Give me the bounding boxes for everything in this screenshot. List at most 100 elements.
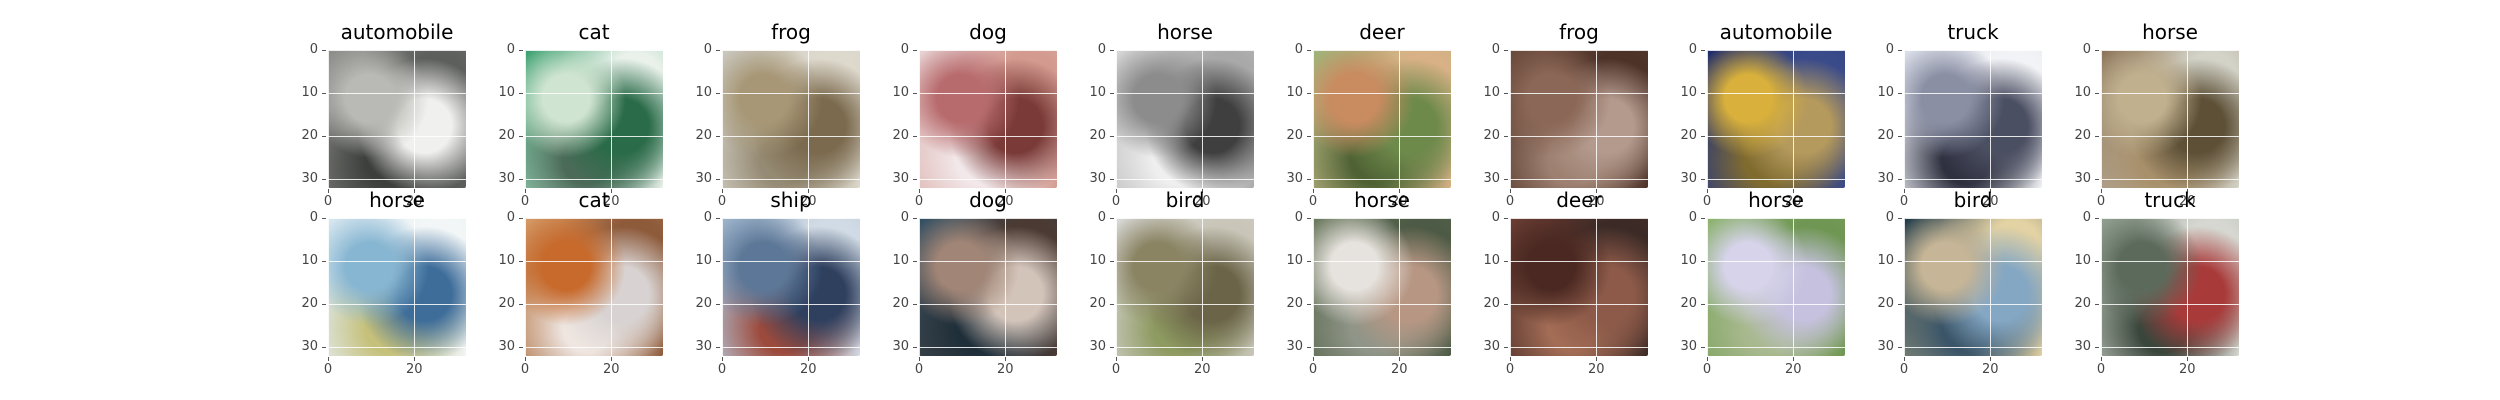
y-tick-label: 20 [498,296,515,312]
x-tick-mark [525,357,526,361]
gridline-horizontal [722,136,860,138]
panel-title: horse [1354,188,1410,212]
gridline-horizontal [919,93,1057,95]
x-tick-label: 20 [1193,362,1211,377]
x-tick-label: 0 [2096,362,2106,377]
y-tick-label: 30 [1089,171,1106,187]
y-tick-mark [519,261,523,263]
gridline-vertical [611,218,613,356]
image-panel: dog 0 10 20 30 0 20 [892,188,1057,377]
x-tick-mark [525,189,526,193]
x-tick-label: 20 [1981,194,1999,209]
x-tick-label: 0 [914,194,924,209]
image-panel: ship 0 10 20 30 0 20 [695,188,860,377]
y-tick-label: 20 [1877,128,1894,144]
y-tick-label: 0 [703,210,712,225]
thumbnail-image [1116,50,1254,188]
gridline-horizontal [1904,218,2042,219]
y-tick-mark [1898,93,1902,95]
gridline-vertical [611,50,613,188]
x-tick-label: 20 [2178,194,2196,209]
y-tick-label: 20 [2074,128,2091,144]
panel-title: horse [2142,20,2198,44]
gridline-horizontal [1313,347,1451,349]
x-tick-mark [1005,189,1007,193]
x-tick-mark [1596,357,1598,361]
y-tick-label: 30 [1286,171,1303,187]
gridline-horizontal [1116,179,1254,181]
y-tick-label: 10 [1286,85,1303,101]
gridline-vertical [525,218,526,356]
x-tick-label: 0 [1505,194,1515,209]
y-tick-label: 0 [2082,42,2091,57]
x-tick-mark [1596,189,1598,193]
thumbnail-image [919,218,1057,356]
y-tick-label: 0 [703,42,712,57]
x-tick-label: 0 [1111,362,1121,377]
gridline-vertical [2101,50,2102,188]
y-tick-mark [716,93,720,95]
gridline-horizontal [722,261,860,263]
y-tick-mark [1504,218,1508,219]
y-tick-label: 20 [1680,128,1697,144]
y-tick-mark [913,50,917,51]
panel-title: automobile [340,20,454,44]
gridline-horizontal [1904,261,2042,263]
y-tick-label: 20 [892,128,909,144]
y-tick-label: 10 [2074,85,2091,101]
gridline-vertical [2187,50,2189,188]
x-tick-label: 0 [717,362,727,377]
image-panel: frog 0 10 20 30 0 20 [1483,20,1648,209]
thumbnail-image [722,50,860,188]
x-tick-mark [328,357,329,361]
gridline-horizontal [722,218,860,219]
y-tick-label: 30 [1877,171,1894,187]
x-tick-mark [1202,189,1204,193]
x-tick-mark [1399,357,1401,361]
y-tick-mark [2095,136,2099,138]
panel-title: frog [1559,20,1599,44]
y-tick-mark [716,261,720,263]
y-tick-mark [1701,50,1705,51]
x-tick-mark [919,189,920,193]
gridline-horizontal [1116,136,1254,138]
panel-title: dog [969,20,1007,44]
gridline-horizontal [1707,50,1845,51]
y-tick-label: 20 [301,128,318,144]
y-tick-mark [716,179,720,181]
gridline-horizontal [919,261,1057,263]
y-tick-mark [913,347,917,349]
thumbnail-image [1510,218,1648,356]
gridline-horizontal [1116,50,1254,51]
x-tick-mark [1510,357,1511,361]
y-tick-label: 30 [1680,171,1697,187]
thumbnail-image [722,218,860,356]
gridline-vertical [1596,218,1598,356]
x-tick-mark [611,189,613,193]
y-tick-mark [913,261,917,263]
gridline-vertical [1399,50,1401,188]
gridline-horizontal [722,93,860,95]
x-tick-label: 0 [1702,362,1712,377]
gridline-horizontal [328,218,466,219]
gridline-horizontal [919,179,1057,181]
y-tick-mark [1701,304,1705,306]
x-tick-label: 20 [1784,362,1802,377]
y-tick-label: 20 [892,296,909,312]
y-tick-label: 0 [1491,42,1500,57]
y-tick-label: 10 [1877,85,1894,101]
y-tick-label: 10 [695,85,712,101]
image-panel: frog 0 10 20 30 0 20 [695,20,860,209]
y-tick-label: 10 [2074,253,2091,269]
gridline-vertical [1510,50,1511,188]
x-tick-mark [1793,189,1795,193]
panel-title: truck [2144,188,2196,212]
y-tick-mark [2095,304,2099,306]
y-tick-label: 30 [498,339,515,355]
y-tick-label: 20 [1680,296,1697,312]
y-tick-label: 10 [498,253,515,269]
y-tick-mark [322,50,326,51]
gridline-horizontal [919,218,1057,219]
gridline-horizontal [722,50,860,51]
